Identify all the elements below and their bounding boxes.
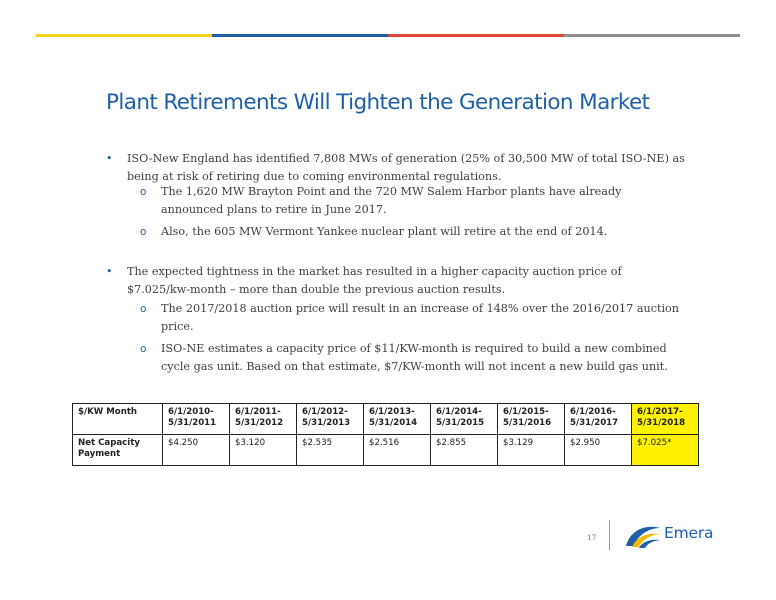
bullet-item: • The expected tightness in the market h… <box>106 263 686 299</box>
table-cell-highlighted: $7.025* <box>631 434 699 466</box>
bullet-dot-icon: • <box>106 265 113 278</box>
sub-bullet-item: o ISO-NE estimates a capacity price of $… <box>140 340 685 376</box>
table-header-cell-highlighted: 6/1/2017-5/31/2018 <box>631 403 699 435</box>
top-bar-yellow-segment <box>36 34 212 37</box>
table-row: Net Capacity Payment $4.250 $3.120 $2.53… <box>72 434 699 466</box>
bullet-text: ISO-New England has identified 7,808 MWs… <box>127 152 685 183</box>
table-cell: $3.120 <box>229 434 297 466</box>
table-row-label: Net Capacity Payment <box>72 434 163 466</box>
table-header-cell: 6/1/2014-5/31/2015 <box>430 403 498 435</box>
table-header-cell: 6/1/2015-5/31/2016 <box>497 403 565 435</box>
table-cell: $3.129 <box>497 434 565 466</box>
table-header-cell: 6/1/2016-5/31/2017 <box>564 403 632 435</box>
table-cell: $2.855 <box>430 434 498 466</box>
top-bar-red-segment <box>388 34 564 37</box>
circle-bullet-icon: o <box>140 186 147 198</box>
sub-bullet-text: Also, the 605 MW Vermont Yankee nuclear … <box>161 225 608 238</box>
top-color-bar <box>36 34 740 37</box>
capacity-price-table: $/KW Month 6/1/2010-5/31/2011 6/1/2011-5… <box>72 403 699 466</box>
table-header-cell: 6/1/2012-5/31/2013 <box>296 403 364 435</box>
sub-bullet-text: ISO-NE estimates a capacity price of $11… <box>161 342 668 373</box>
table-header-row: $/KW Month 6/1/2010-5/31/2011 6/1/2011-5… <box>72 403 699 435</box>
circle-bullet-icon: o <box>140 226 147 238</box>
table-cell: $4.250 <box>162 434 230 466</box>
sub-bullet-item: o Also, the 605 MW Vermont Yankee nuclea… <box>140 223 685 241</box>
sub-bullet-text: The 2017/2018 auction price will result … <box>161 302 679 333</box>
bullet-text: The expected tightness in the market has… <box>127 265 622 296</box>
bullet-dot-icon: • <box>106 152 113 165</box>
top-bar-gray-segment <box>564 34 740 37</box>
sub-bullet-item: o The 1,620 MW Brayton Point and the 720… <box>140 183 685 219</box>
top-bar-blue-segment <box>212 34 388 37</box>
table-cell: $2.950 <box>564 434 632 466</box>
table-cell: $2.535 <box>296 434 364 466</box>
slide-title: Plant Retirements Will Tighten the Gener… <box>106 90 650 115</box>
table-header-cell: 6/1/2011-5/31/2012 <box>229 403 297 435</box>
sub-bullet-item: o The 2017/2018 auction price will resul… <box>140 300 685 336</box>
bullet-item: • ISO-New England has identified 7,808 M… <box>106 150 686 186</box>
table-header-cell: $/KW Month <box>72 403 163 435</box>
page-number: 17 <box>587 533 597 542</box>
emera-logo-icon <box>626 526 660 548</box>
circle-bullet-icon: o <box>140 343 147 355</box>
table-header-cell: 6/1/2010-5/31/2011 <box>162 403 230 435</box>
table-cell: $2.516 <box>363 434 431 466</box>
circle-bullet-icon: o <box>140 303 147 315</box>
logo-wordmark: Emera <box>664 524 714 542</box>
footer-divider <box>609 520 610 550</box>
table-header-cell: 6/1/2013-5/31/2014 <box>363 403 431 435</box>
sub-bullet-text: The 1,620 MW Brayton Point and the 720 M… <box>161 185 622 216</box>
